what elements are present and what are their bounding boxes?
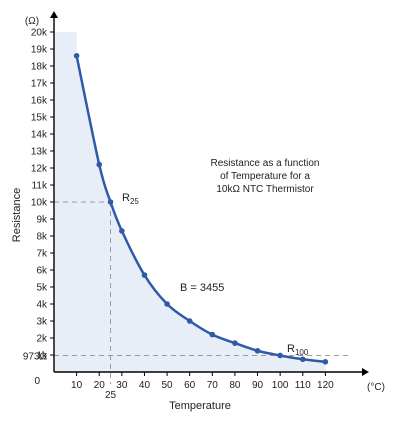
x-tick-label: 100 [272, 380, 289, 391]
b-value-label: B = 3455 [180, 282, 224, 294]
x-tick-label: 20 [94, 380, 106, 391]
axes [50, 11, 369, 376]
y-tick-label: 18k [31, 62, 48, 73]
y-tick-label: 10k [31, 198, 48, 209]
data-point [322, 359, 329, 365]
x-tick-label: 60 [184, 380, 196, 391]
data-point [107, 199, 114, 205]
x-tick-label: 40 [139, 380, 151, 391]
y-tick-label: 15k [31, 113, 48, 124]
data-point [299, 356, 306, 363]
y-tick-label: 16k [31, 96, 48, 107]
r100-label: R100 [287, 343, 309, 357]
y-tick-label: 12k [31, 164, 48, 175]
y-tick-973-label: 973Ω [23, 351, 48, 362]
y-tick-label: 7k [36, 249, 48, 260]
data-point [277, 352, 283, 359]
x-tick-label: 30 [116, 380, 128, 391]
y-tick-label: 14k [31, 130, 48, 141]
y-tick-label: 19k [31, 45, 48, 56]
data-point [73, 53, 80, 59]
y-tick-label: 3k [36, 317, 48, 328]
y-tick-label: 4k [36, 300, 48, 311]
y-axis-title: Resistance [11, 188, 23, 242]
annotation-line-1: Resistance as a function [211, 158, 320, 169]
x-tick-label: 80 [229, 380, 241, 391]
y-tick-label: 20k [31, 28, 48, 39]
data-point [96, 161, 103, 168]
data-point [141, 272, 148, 278]
data-point [164, 301, 170, 307]
data-point [254, 347, 261, 354]
data-point [209, 331, 216, 338]
annotation-line-3: 10kΩ NTC Thermistor [216, 184, 314, 195]
x-axis-arrow [362, 368, 369, 376]
data-point [232, 340, 238, 346]
r25-letter: R [122, 192, 130, 204]
y-unit-label: (Ω) [25, 16, 39, 27]
y-tick-label: 6k [36, 266, 48, 277]
y-tick-label: 11k [32, 181, 48, 192]
data-points [73, 53, 329, 365]
y-tick-label: 17k [31, 79, 48, 90]
annotation-line-2: of Temperature for a [220, 171, 310, 182]
y-axis-arrow [50, 11, 58, 18]
origin-label: 0 [34, 376, 40, 387]
reference-lines [54, 201, 348, 384]
x-tick-label: 10 [71, 380, 83, 391]
r25-label: R25 [122, 192, 139, 206]
data-point [119, 228, 125, 234]
x-tick-25-label: 25 [105, 390, 117, 401]
x-axis-ticks: 10 20 30 40 50 60 70 80 90 100 110 120 [71, 372, 334, 391]
r100-letter: R [287, 343, 295, 355]
x-axis-title: Temperature [169, 400, 231, 412]
x-unit-label: (°C) [367, 382, 385, 393]
y-tick-label: 5k [36, 283, 48, 294]
y-tick-label: 2k [36, 334, 48, 345]
x-tick-label: 50 [162, 380, 174, 391]
x-tick-label: 70 [207, 380, 219, 391]
r25-subscript: 25 [130, 197, 139, 206]
y-tick-label: 8k [36, 232, 48, 243]
x-tick-label: 110 [295, 380, 311, 391]
x-tick-label: 90 [252, 380, 264, 391]
r100-subscript: 100 [295, 348, 309, 357]
y-axis-ticks: 1k 2k 3k 4k 5k 6k 7k 8k 9k 10k 11k 12k 13k 14k 15k 16k 1… [31, 28, 54, 362]
y-tick-label: 13k [31, 147, 48, 158]
data-point [186, 318, 193, 324]
x-tick-label: 120 [317, 380, 334, 391]
y-tick-label: 9k [36, 215, 48, 226]
y-tick-label: 1k [36, 351, 48, 362]
curve-fill-area [54, 32, 326, 372]
